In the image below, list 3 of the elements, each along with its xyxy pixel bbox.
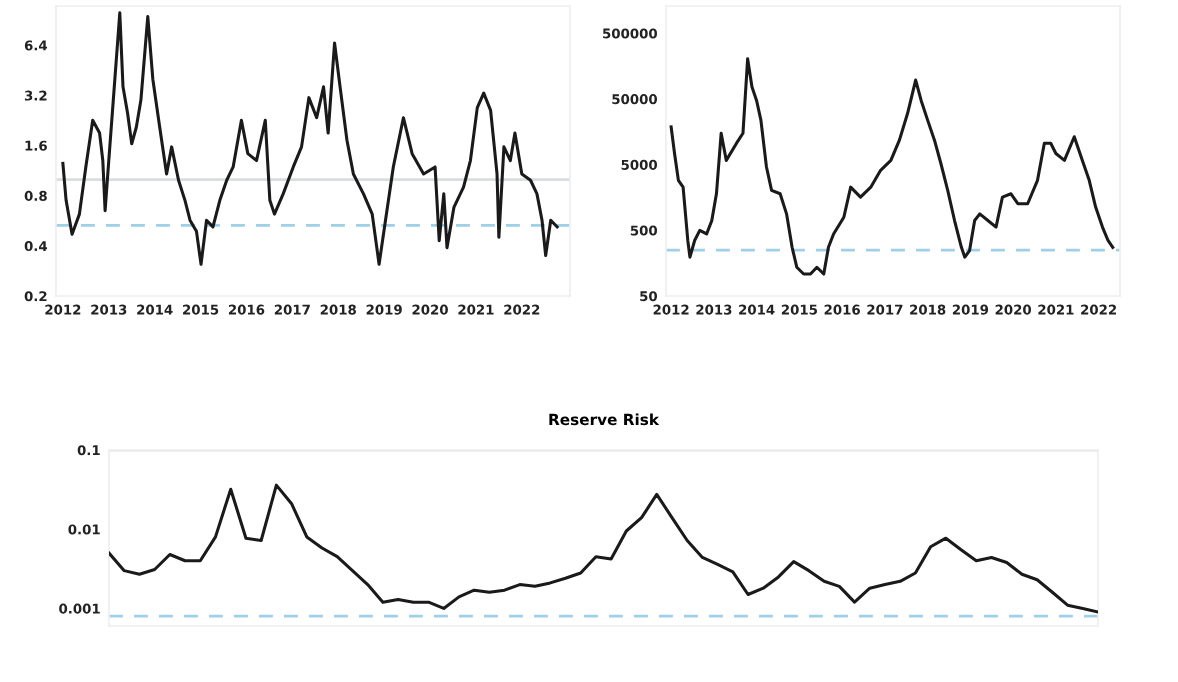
line-series	[109, 483, 1098, 614]
line-series	[669, 57, 1115, 276]
line-series	[61, 11, 559, 266]
